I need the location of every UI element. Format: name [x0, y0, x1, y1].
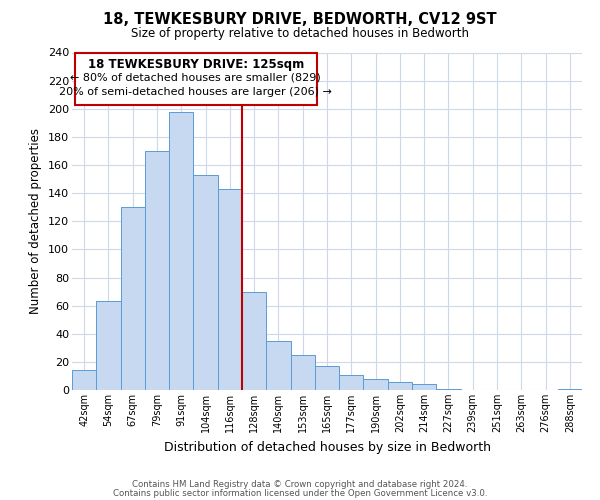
Bar: [169, 112, 193, 390]
Bar: [242, 292, 266, 390]
X-axis label: Distribution of detached houses by size in Bedworth: Distribution of detached houses by size …: [163, 440, 491, 454]
Bar: [72, 370, 96, 390]
Y-axis label: Number of detached properties: Number of detached properties: [29, 128, 43, 314]
Bar: [218, 189, 242, 390]
Bar: [339, 374, 364, 390]
Bar: [388, 382, 412, 390]
Bar: [96, 302, 121, 390]
FancyBboxPatch shape: [74, 52, 317, 105]
Text: Size of property relative to detached houses in Bedworth: Size of property relative to detached ho…: [131, 28, 469, 40]
Bar: [290, 355, 315, 390]
Bar: [266, 341, 290, 390]
Bar: [364, 379, 388, 390]
Bar: [145, 151, 169, 390]
Text: ← 80% of detached houses are smaller (829): ← 80% of detached houses are smaller (82…: [70, 73, 321, 83]
Text: 20% of semi-detached houses are larger (206) →: 20% of semi-detached houses are larger (…: [59, 88, 332, 98]
Text: 18, TEWKESBURY DRIVE, BEDWORTH, CV12 9ST: 18, TEWKESBURY DRIVE, BEDWORTH, CV12 9ST: [103, 12, 497, 28]
Text: Contains HM Land Registry data © Crown copyright and database right 2024.: Contains HM Land Registry data © Crown c…: [132, 480, 468, 489]
Bar: [558, 388, 582, 390]
Text: Contains public sector information licensed under the Open Government Licence v3: Contains public sector information licen…: [113, 490, 487, 498]
Text: 18 TEWKESBURY DRIVE: 125sqm: 18 TEWKESBURY DRIVE: 125sqm: [88, 58, 304, 71]
Bar: [121, 207, 145, 390]
Bar: [436, 388, 461, 390]
Bar: [315, 366, 339, 390]
Bar: [412, 384, 436, 390]
Bar: [193, 175, 218, 390]
